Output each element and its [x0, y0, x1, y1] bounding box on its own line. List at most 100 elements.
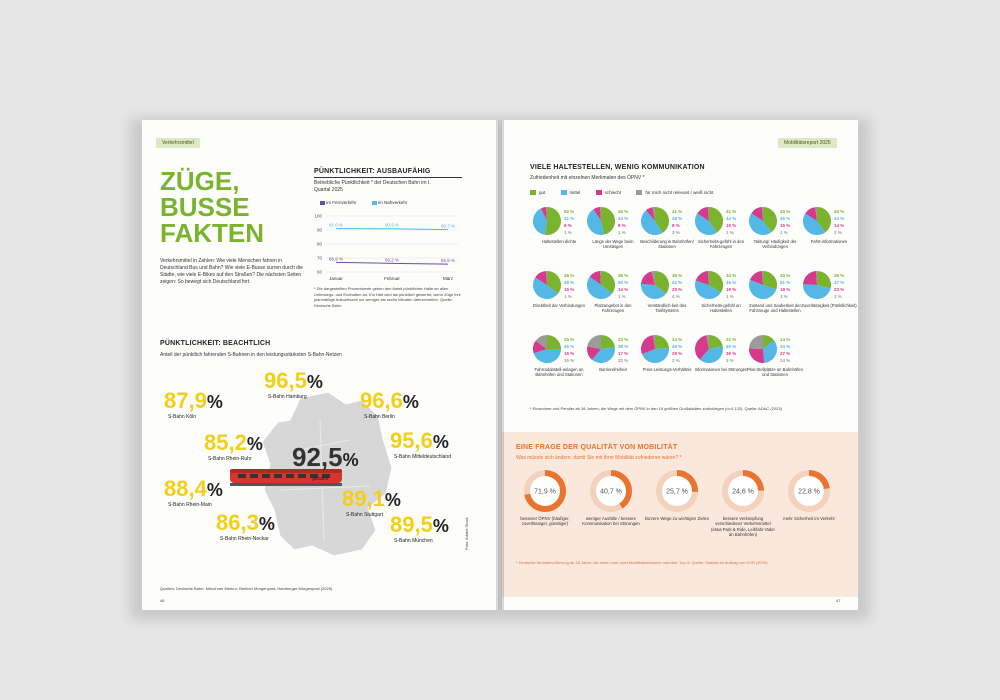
pie-slice [592, 347, 615, 363]
pie-value: 6 % [564, 223, 572, 228]
pie-slice [587, 335, 601, 349]
sbahn-city-label: gesamt [312, 476, 329, 482]
quality-subtitle: Was müsste sich ändern, damit Sie mit Ih… [516, 455, 682, 461]
pie-value: 23 % [618, 337, 629, 342]
pie-slice [762, 207, 763, 221]
legend-item-gut: gut [530, 190, 545, 196]
pie-item: 36 % 50 % 14 % 1 % Platzangebot in den Fahrz… [584, 270, 656, 326]
pie-value: 36 % [726, 351, 737, 356]
pie-label: Haltestellen-dichte [541, 239, 577, 244]
pie-item: 22 % 40 % 36 % 3 % Informationen bei Störung… [692, 334, 764, 390]
pie-label: Zustand und Sauberkeit der Fahrzeuge und… [749, 303, 801, 314]
sbahn-city-label: S-Bahn Stuttgart [346, 512, 383, 518]
data-label: 66,9 % [329, 256, 343, 261]
pie-values: 24 % 45 % 29 % 2 % [672, 336, 682, 364]
legend-label-nah: im Nahverkehr [378, 200, 408, 205]
chart-legend: im Fernverkehr im Nahverkehr [320, 200, 407, 205]
pie-slice [749, 271, 763, 285]
pie-value: 18 % [780, 287, 791, 292]
legend-swatch-nah [371, 200, 377, 205]
legend-swatch-fern [320, 200, 325, 205]
pie-value: 3 % [672, 230, 680, 235]
pie-value: 50 % [618, 280, 629, 285]
y-tick-label: 60 [317, 270, 323, 275]
pie-slice [749, 335, 763, 349]
pie-label: Zuverlässigkeit (Pünktlichkeit) [801, 303, 857, 308]
pie-slice [697, 207, 709, 221]
pie-slice [803, 284, 831, 299]
train-image [230, 469, 342, 486]
y-tick-label: 100 [314, 214, 322, 219]
pie-slice [695, 280, 721, 299]
ring-label: weniger Ausfälle / bessere Kommunikation… [582, 516, 640, 527]
pie-value: 40 % [780, 209, 791, 214]
pie-label: Direktheit der Verbindungen [533, 303, 585, 308]
sbahn-value: 88,4% [164, 478, 223, 501]
pie-value: 15 % [564, 358, 575, 363]
pie-slice [533, 340, 547, 354]
quality-box: EINE FRAGE DER QUALITÄT VON MOBILITÄT Wa… [502, 432, 858, 597]
pie-item: 36 % 48 % 15 % 1 % Direktheit der Verbindung… [530, 270, 602, 326]
pie-chart [533, 207, 561, 235]
sbahn-value: 95,6% [390, 430, 449, 453]
pie-values: 36 % 50 % 14 % 1 % [618, 272, 628, 300]
pie-value: 47 % [834, 280, 845, 285]
pie-value: 40 % [834, 209, 845, 214]
pie-slice [749, 213, 772, 235]
pie-item: 29 % 47 % 23 % 1 % Zuverlässigkeit (Pünktlic… [800, 270, 872, 326]
report-tab: Mobilitätsreport 2025 [778, 138, 837, 148]
pie-slice [641, 283, 666, 299]
percent-sign: % [432, 516, 449, 536]
y-tick-label: 90 [317, 228, 323, 233]
sbahn-value: 85,2% [204, 432, 263, 455]
right-page: Mobilitätsreport 2025 VIELE HALTESTELLEN… [502, 120, 858, 610]
pie-value: 15 % [780, 223, 791, 228]
pie-slice [709, 207, 723, 233]
sbahn-value-number: 85,2 [204, 430, 247, 455]
pie-value: 23 % [834, 287, 845, 292]
sbahn-value-number: 87,9 [164, 388, 207, 413]
pie-chart [587, 207, 615, 235]
pie-values: 36 % 41 % 20 % 4 % [672, 272, 682, 300]
percent-sign: % [384, 490, 401, 510]
ring-chart: 22,8 % [788, 470, 830, 512]
pie-values: 41 % 48 % 8 % 3 % [672, 208, 682, 236]
pie-label: Taktung/ Häufigkeit der Verbindungen [753, 239, 797, 250]
pie-value: 45 % [672, 344, 683, 349]
pie-slice [803, 271, 817, 285]
sbahn-value: 89,5% [390, 514, 449, 537]
pie-item: 25 % 45 % 15 % 15 % Fahrradabstell-anlagen a… [530, 334, 602, 390]
pie-value: 44 % [618, 216, 629, 221]
sbahn-value-number: 96,6 [360, 388, 403, 413]
percent-sign: % [402, 392, 419, 412]
sbahn-source: Quellen: Deutsche Bahn; Münchner Merkur;… [160, 586, 333, 591]
pie-value: 46 % [618, 209, 629, 214]
pie-value: 40 % [726, 344, 737, 349]
pie-value: 44 % [726, 216, 737, 221]
pie-label: Länge der Wege beim Umsteigen [592, 239, 634, 250]
pie-slice [816, 271, 817, 285]
pie-value: 24 % [672, 337, 683, 342]
sbahn-city-label: S-Bahn Hamburg [268, 394, 307, 400]
ring-value: 24,6 % [732, 489, 754, 496]
percent-sign: % [432, 432, 449, 452]
legend-label-fern: im Fernverkehr [326, 200, 357, 205]
pie-chart [641, 271, 669, 299]
series-line-fernverkehr [335, 261, 449, 265]
pie-slice [749, 279, 777, 299]
ring-label: bessere Verknüpfung verschiedener Verkeh… [710, 516, 775, 537]
pies-subtitle: Zufriedenheit mit einzelnen Merkmalen de… [530, 175, 645, 181]
pie-chart [533, 271, 561, 299]
percent-sign: % [206, 392, 223, 412]
pie-slice [600, 271, 601, 285]
pie-slice [545, 207, 561, 235]
percent-sign: % [246, 434, 263, 454]
pie-label: Sicherheits-gefühl an Haltestellen [701, 303, 741, 314]
pie-label: Sicherheits-gefühl in den Fahrzeugen [697, 239, 745, 250]
sbahn-value: 96,5% [264, 370, 323, 393]
pie-slice [655, 271, 669, 294]
pie-item: 41 % 48 % 8 % 3 % Beschilderung in Bahnhöfen… [638, 206, 710, 262]
pie-chart [749, 207, 777, 235]
pie-slice [533, 277, 558, 299]
pie-value: 1 % [564, 230, 572, 235]
